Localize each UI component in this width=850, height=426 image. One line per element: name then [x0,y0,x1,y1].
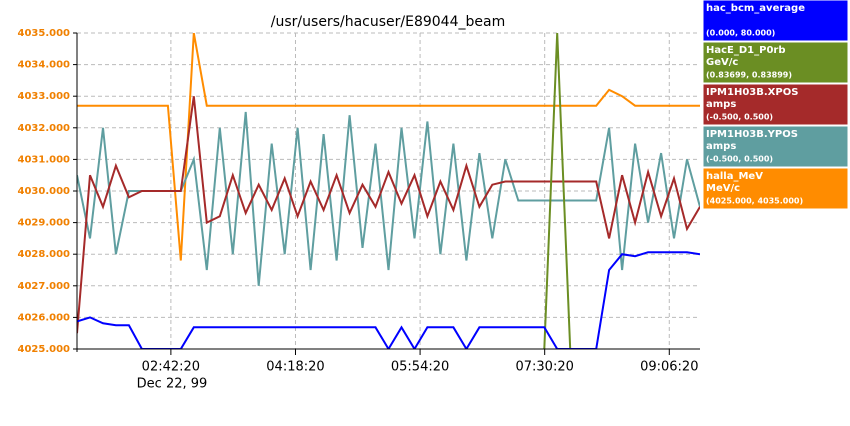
y-tick-label: 4029.000 [17,218,70,229]
legend-name: hac_bcm_average [706,3,805,14]
legend-unit: GeV/c [706,57,738,68]
plot-lines [77,33,700,349]
y-tick-label: 4026.000 [17,312,70,323]
x-tick-label: 07:30:20 [515,360,573,375]
chart-title: /usr/users/hacuser/E89044_beam [271,14,505,30]
y-tick-label: 4034.000 [17,60,70,71]
legend-box [702,0,849,42]
y-tick-label: 4028.000 [17,249,70,260]
x-tick-label: 05:54:20 [391,360,449,375]
legend-range: (0.83699, 0.83899) [706,71,792,80]
y-tick-label: 4027.000 [17,281,70,292]
legend-name: HacE_D1_P0rb [706,45,786,56]
x-tick-label: 09:06:20 [640,360,698,375]
legend-unit: amps [706,141,736,152]
legend-name: halla_MeV [706,171,763,182]
x-tick-label: 04:18:20 [266,360,324,375]
y-tick-label: 4033.000 [17,91,70,102]
legend-unit: MeV/c [706,183,740,194]
legend-range: (-0.500, 0.500) [706,113,773,122]
series-line [543,33,572,349]
y-tick-label: 4030.000 [17,186,70,197]
grid [77,32,700,350]
legend-box [702,41,849,84]
legend-box [702,83,849,126]
legend-name: IPM1H03B.XPOS [706,87,798,98]
x-tick-label: 02:42:20 [142,360,200,375]
legend-box [702,125,849,168]
series-line [77,33,700,261]
legend-unit: amps [706,99,736,110]
y-tick-label: 4032.000 [17,123,70,134]
series-line [77,96,700,334]
date-label: Dec 22, 99 [137,377,208,392]
legend-range: (4025.000, 4035.000) [706,197,803,206]
y-tick-label: 4025.000 [17,344,70,355]
legend-name: IPM1H03B.YPOS [706,129,798,140]
legend-range: (-0.500, 0.500) [706,155,773,164]
legend-box [702,167,849,210]
y-tick-label: 4035.000 [17,28,70,39]
y-tick-label: 4031.000 [17,154,70,165]
legend-range: (0.000, 80.000) [706,29,775,38]
